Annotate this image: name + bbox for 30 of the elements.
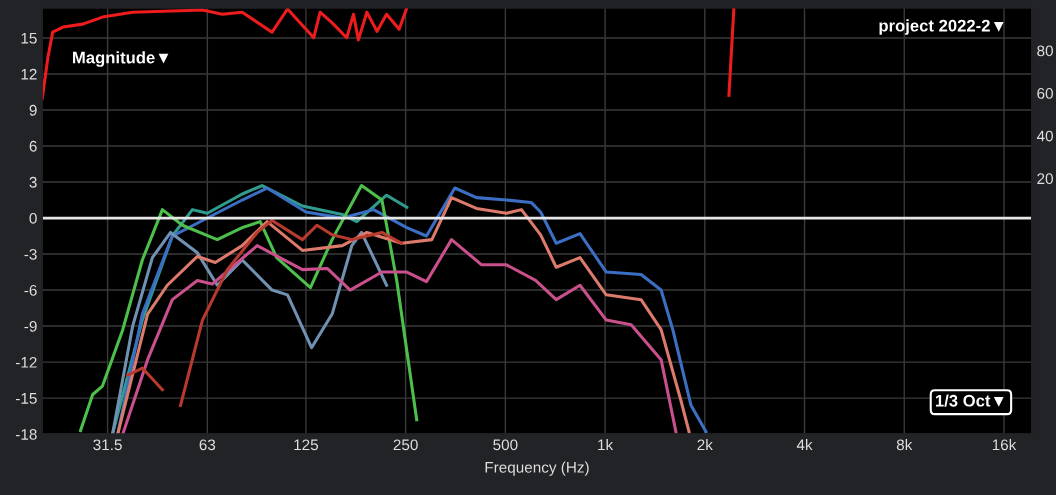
x-axis-title: Frequency (Hz)	[485, 461, 589, 476]
y2-tick-label: 40	[1036, 130, 1053, 142]
x-tick-label: 125	[294, 439, 319, 451]
x-tick-label: 63	[199, 439, 216, 451]
x-tick-label: 16k	[992, 438, 1017, 451]
y2-tick-label: 20	[1037, 173, 1053, 185]
y-tick-label: -15	[15, 393, 37, 404]
x-tick-label: 1k	[598, 438, 614, 451]
y-tick-label: 12	[21, 68, 37, 80]
x-tick-label: 8k	[896, 438, 913, 451]
y-tick-label: 3	[29, 176, 37, 188]
y-tick-label: 0	[29, 212, 37, 224]
y-tick-label: -9	[24, 320, 37, 332]
x-tick-label: 250	[393, 439, 418, 451]
y-tick-label: -6	[24, 284, 37, 296]
y-tick-label: -3	[24, 248, 37, 260]
annotation: Magnitude▼	[73, 51, 169, 67]
y-tick-label: -18	[15, 428, 37, 440]
annotation: 1/3 Oct▼	[935, 394, 1004, 407]
y-tick-label: 6	[29, 140, 37, 152]
x-tick-label: 2k	[697, 438, 713, 451]
annotation: project 2022-2▼	[879, 19, 1004, 35]
y-tick-label: 9	[29, 104, 37, 116]
x-tick-label: 500	[493, 439, 518, 451]
y2-tick-label: 80	[1037, 45, 1053, 57]
y-tick-label: -12	[15, 356, 37, 368]
y-tick-label: 15	[21, 32, 37, 44]
y2-tick-label: 60	[1037, 88, 1053, 99]
x-tick-label: 4k	[796, 438, 813, 451]
x-tick-label: 31.5	[93, 439, 122, 451]
